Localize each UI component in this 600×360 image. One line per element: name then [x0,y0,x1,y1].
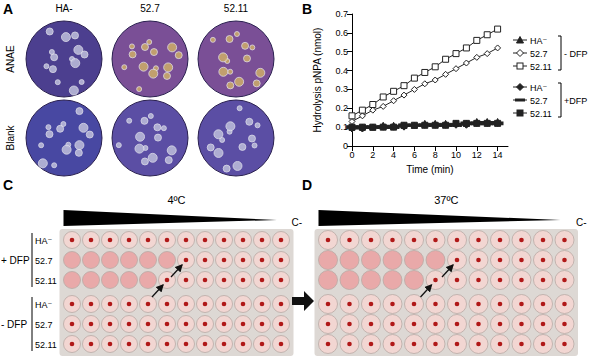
svg-text:Hydrolysis pNPA (nmol): Hydrolysis pNPA (nmol) [312,28,323,133]
svg-text:+ DFP: + DFP [1,255,30,266]
svg-text:37ºC: 37ºC [434,194,458,206]
svg-text:0: 0 [343,141,348,151]
svg-text:52.11: 52.11 [35,276,57,286]
svg-text:C-: C- [576,217,587,228]
svg-text:52.11: 52.11 [35,340,57,350]
svg-text:6: 6 [412,150,417,160]
svg-text:0.1: 0.1 [335,122,348,133]
svg-text:8: 8 [433,150,438,160]
svg-text:0: 0 [349,150,354,160]
svg-text:14: 14 [493,150,503,160]
svg-text:Blank: Blank [5,124,16,150]
svg-text:52.7: 52.7 [140,3,160,14]
svg-text:+DFP: +DFP [564,96,587,106]
svg-text:A: A [3,1,13,17]
svg-text:0.2: 0.2 [335,103,348,113]
svg-text:52.11: 52.11 [530,62,552,72]
svg-text:2: 2 [370,150,375,160]
svg-text:Time (min): Time (min) [406,164,453,175]
svg-text:HA⁻: HA⁻ [530,36,548,46]
svg-text:52.11: 52.11 [224,3,249,14]
svg-text:0.5: 0.5 [335,47,348,57]
svg-text:0.6: 0.6 [335,28,348,38]
svg-text:52.7: 52.7 [530,96,548,106]
svg-text:HA⁻: HA⁻ [35,236,53,246]
svg-text:B: B [302,1,312,17]
svg-text:HA⁻: HA⁻ [35,300,53,310]
svg-text:52.7: 52.7 [35,256,53,266]
svg-text:C-: C- [292,217,303,228]
svg-text:4ºC: 4ºC [167,194,185,206]
svg-text:- DFP: - DFP [564,49,588,59]
svg-text:0.3: 0.3 [335,84,348,94]
svg-text:D: D [302,177,312,193]
svg-text:52.7: 52.7 [530,49,548,59]
svg-text:4: 4 [391,150,396,160]
svg-text:HA⁻: HA⁻ [530,83,548,93]
svg-text:C: C [3,177,13,193]
svg-text:- DFP: - DFP [1,319,27,330]
svg-text:ANAE: ANAE [5,45,16,73]
svg-text:HA-: HA- [55,3,72,14]
svg-text:52.11: 52.11 [530,109,552,119]
svg-text:0.7: 0.7 [335,9,348,19]
svg-text:10: 10 [451,150,461,160]
svg-text:12: 12 [472,150,482,160]
svg-text:0.4: 0.4 [335,66,348,76]
svg-text:52.7: 52.7 [35,320,53,330]
